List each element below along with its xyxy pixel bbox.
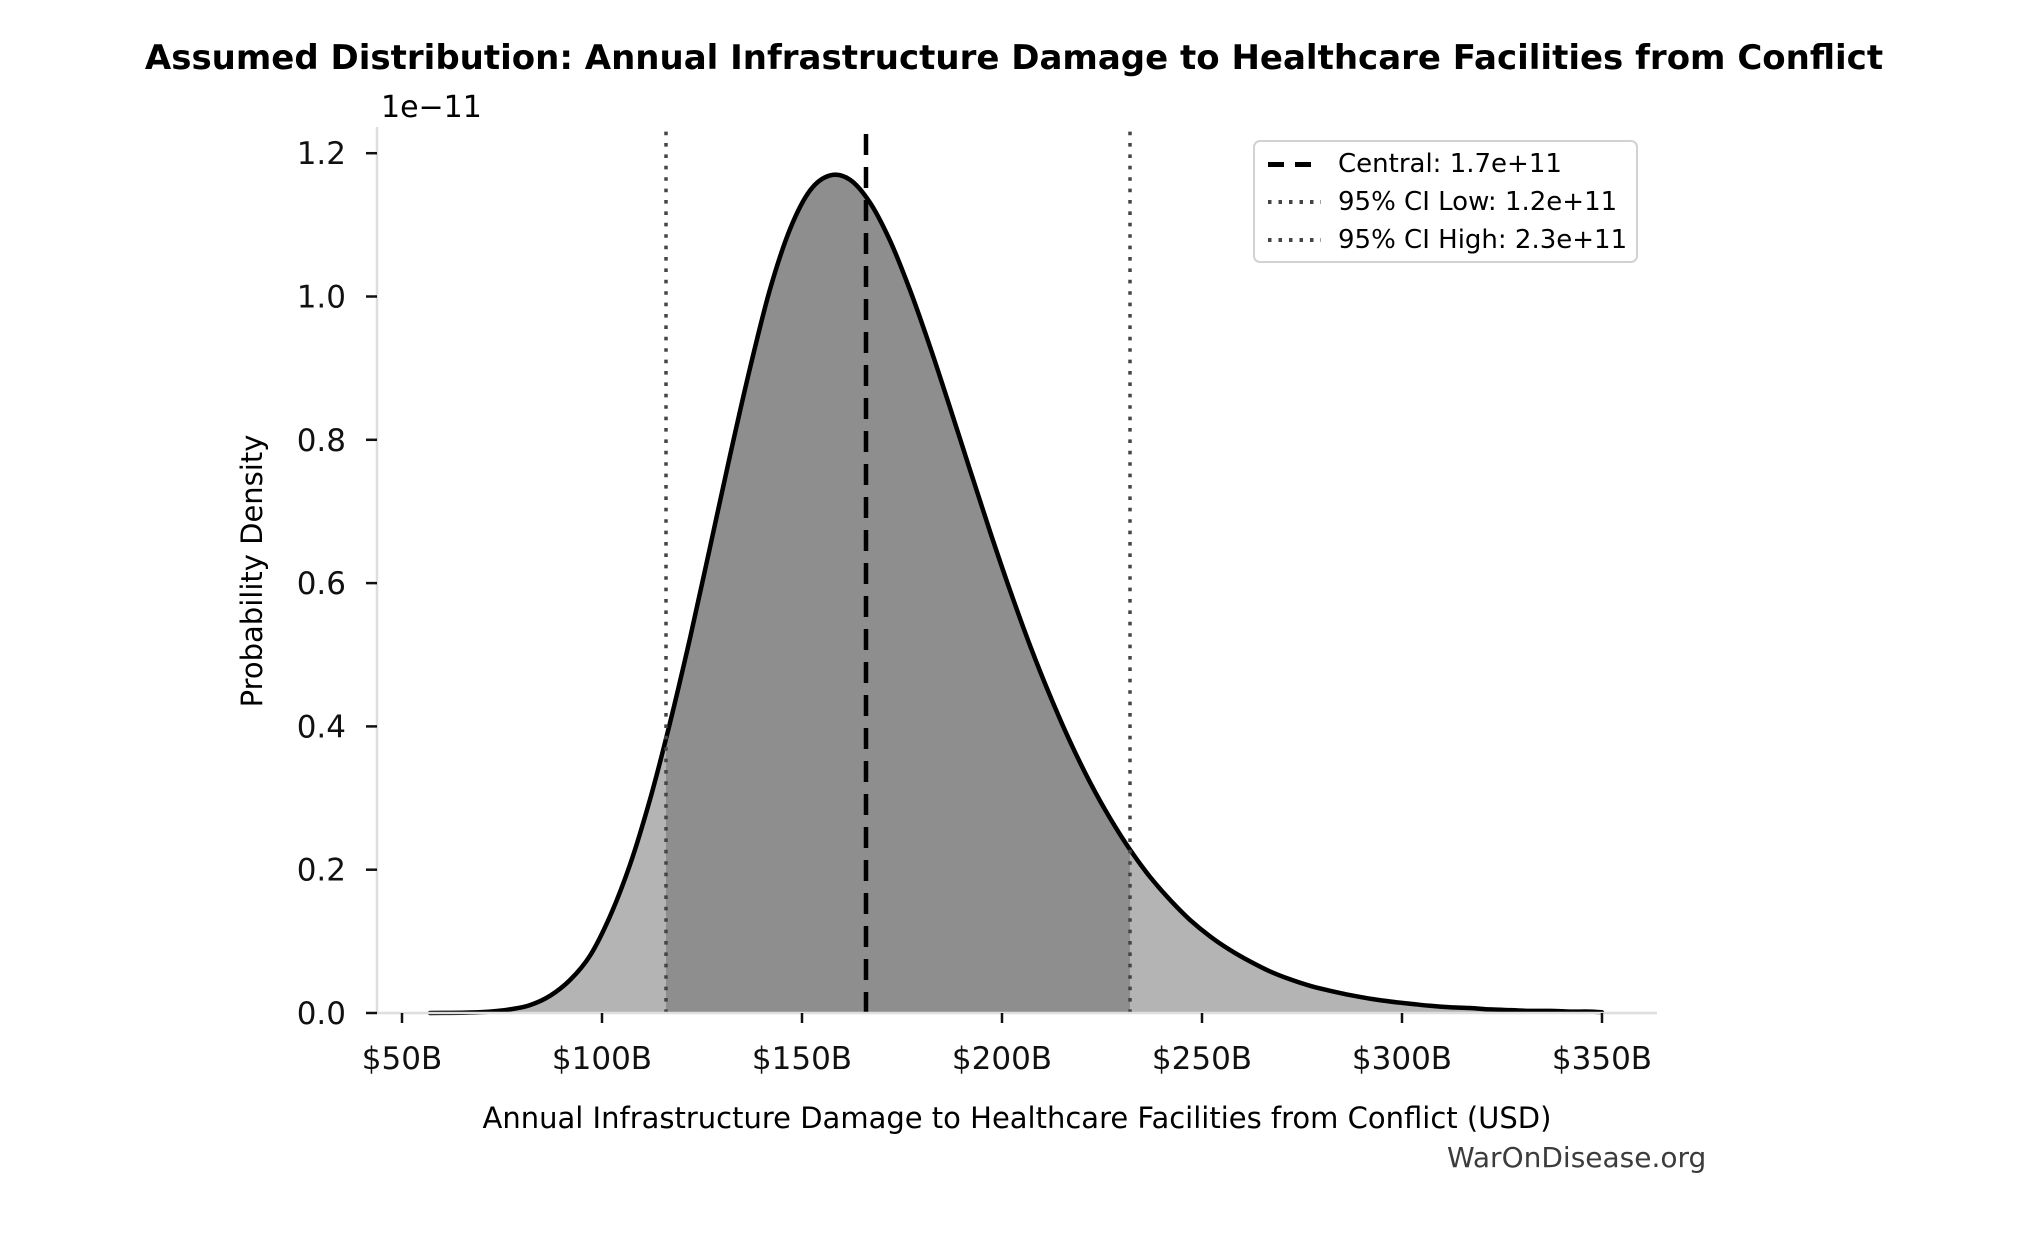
x-axis-label: Annual Infrastructure Damage to Healthca… (482, 1101, 1552, 1135)
density-curve (427, 172, 1605, 1016)
y-tick-label: 1.0 (297, 280, 346, 316)
x-tick-label: $100B (552, 1041, 652, 1077)
x-tick-label: $350B (1552, 1041, 1652, 1077)
legend-item-label: 95% CI High: 2.3e+11 (1338, 225, 1628, 255)
legend: Central: 1.7e+11 95% CI Low: 1.2e+11 95% C… (1253, 140, 1638, 263)
x-tick-label: $200B (952, 1041, 1052, 1077)
y-tick-label: 0.4 (297, 709, 346, 745)
legend-dashed-line-sample (1268, 161, 1321, 167)
y-tick-label: 0.0 (297, 996, 346, 1032)
y-axis-offset-text: 1e−11 (381, 90, 482, 125)
legend-item: 95% CI High: 2.3e+11 (1268, 221, 1636, 259)
legend-dotted-line-sample (1268, 200, 1321, 204)
y-tick-label: 0.6 (297, 566, 346, 602)
x-tick-label: $50B (362, 1041, 442, 1077)
x-tick-label: $250B (1152, 1041, 1252, 1077)
y-tick-label: 0.2 (297, 853, 346, 889)
x-tick-label: $300B (1352, 1041, 1452, 1077)
y-tick-label: 0.8 (297, 423, 346, 459)
legend-dotted-line-sample (1268, 238, 1321, 242)
x-tick-label: $150B (752, 1041, 852, 1077)
legend-item-label: 95% CI Low: 1.2e+11 (1338, 187, 1618, 217)
chart-title: Assumed Distribution: Annual Infrastruct… (144, 38, 1884, 78)
y-axis-label: Probability Density (235, 434, 269, 708)
y-tick-label: 1.2 (297, 136, 346, 172)
legend-item: Central: 1.7e+11 (1268, 145, 1636, 183)
legend-item: 95% CI Low: 1.2e+11 (1268, 183, 1636, 221)
watermark: WarOnDisease.org (1447, 1141, 1707, 1174)
legend-item-label: Central: 1.7e+11 (1338, 149, 1562, 179)
